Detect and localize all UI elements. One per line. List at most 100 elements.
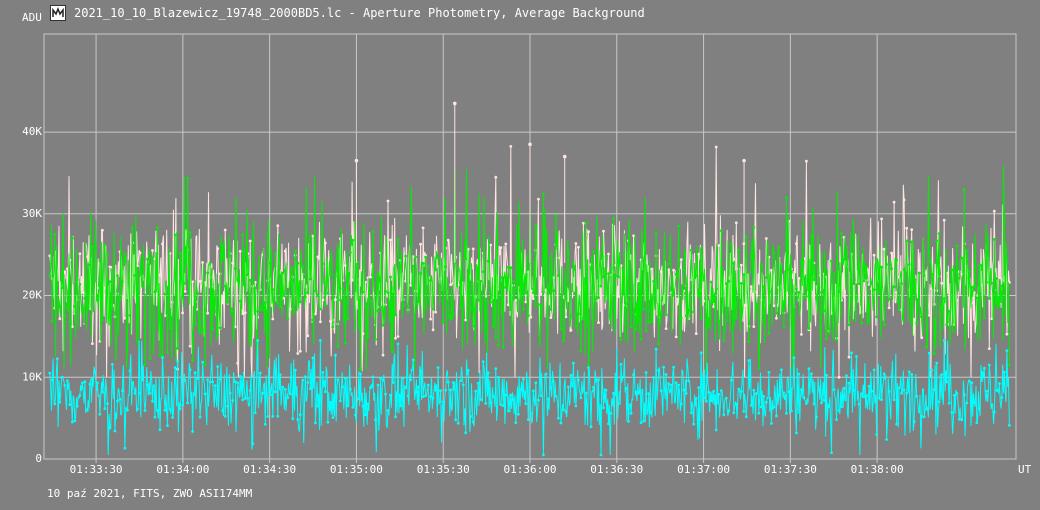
data-point <box>757 411 761 415</box>
data-point <box>662 365 665 369</box>
data-point <box>820 291 823 294</box>
data-point <box>431 328 435 332</box>
data-point <box>832 388 836 391</box>
data-point <box>852 235 856 239</box>
data-point <box>930 273 934 276</box>
data-point <box>168 407 172 411</box>
data-point <box>133 274 137 277</box>
data-point <box>379 305 382 309</box>
data-point <box>574 242 578 245</box>
data-point <box>737 387 741 391</box>
data-point <box>537 302 540 306</box>
data-point <box>832 272 836 276</box>
data-point <box>419 369 422 373</box>
data-point <box>121 280 124 283</box>
data-point <box>672 268 675 272</box>
data-point <box>256 309 260 313</box>
data-point <box>737 248 741 252</box>
data-point <box>48 274 52 278</box>
data-point <box>797 277 801 280</box>
data-point <box>920 414 924 418</box>
data-point <box>564 289 568 292</box>
data-point <box>263 422 267 426</box>
data-point <box>679 402 683 406</box>
data-point <box>253 286 257 290</box>
data-point <box>992 410 996 414</box>
data-point <box>516 412 520 416</box>
data-point <box>699 351 703 355</box>
data-point <box>554 214 558 218</box>
data-point <box>514 298 518 302</box>
data-point <box>344 376 347 380</box>
data-point <box>935 361 939 365</box>
data-point <box>396 335 400 338</box>
data-point <box>609 412 613 415</box>
data-point <box>138 391 142 395</box>
data-point <box>511 398 515 401</box>
data-point <box>381 353 385 357</box>
data-point <box>697 289 701 293</box>
data-point <box>303 375 307 379</box>
data-point <box>862 279 866 283</box>
data-point <box>1003 370 1006 374</box>
data-point <box>278 373 282 377</box>
data-point <box>501 345 505 349</box>
data-point <box>324 241 327 245</box>
data-point <box>825 337 828 341</box>
data-point <box>998 304 1001 307</box>
data-point <box>920 315 924 319</box>
data-point <box>719 229 723 233</box>
data-point <box>775 311 778 315</box>
data-point <box>1000 284 1004 288</box>
data-point <box>138 251 142 255</box>
data-point <box>780 368 783 372</box>
data-point <box>592 250 595 254</box>
data-point <box>972 285 976 288</box>
data-point <box>221 301 225 305</box>
data-point <box>341 287 345 290</box>
data-point <box>506 303 510 307</box>
data-point <box>805 295 808 298</box>
data-point <box>321 371 325 374</box>
data-point <box>942 297 946 300</box>
data-point <box>577 312 580 316</box>
data-point <box>461 313 465 317</box>
data-point <box>932 352 936 356</box>
data-point <box>81 310 84 314</box>
data-point <box>283 269 287 272</box>
data-point <box>526 418 530 421</box>
data-point <box>181 403 185 407</box>
data-point <box>875 315 878 319</box>
data-point <box>917 269 921 273</box>
data-point <box>494 175 498 179</box>
data-point <box>912 420 916 424</box>
data-point <box>714 145 718 149</box>
data-point <box>709 399 713 402</box>
data-point <box>499 403 503 406</box>
lightcurve-app-icon <box>50 5 66 21</box>
data-point <box>108 426 112 430</box>
data-point <box>521 377 525 381</box>
data-point <box>937 232 941 235</box>
data-point <box>311 356 315 360</box>
data-point <box>687 379 691 383</box>
data-point <box>782 391 786 395</box>
data-point <box>206 271 210 275</box>
data-point <box>652 280 655 283</box>
data-point <box>361 332 365 336</box>
data-point <box>459 379 463 382</box>
data-point <box>371 375 375 379</box>
data-point <box>912 318 916 321</box>
data-point <box>697 252 701 256</box>
data-point <box>882 247 886 251</box>
data-point <box>118 397 122 401</box>
data-point <box>351 238 355 242</box>
data-point <box>496 343 500 347</box>
data-point <box>707 325 711 329</box>
data-point <box>286 317 290 321</box>
data-point <box>65 267 69 271</box>
data-point <box>188 231 192 235</box>
data-point <box>902 388 906 392</box>
data-point <box>747 359 751 362</box>
data-point <box>111 363 114 366</box>
